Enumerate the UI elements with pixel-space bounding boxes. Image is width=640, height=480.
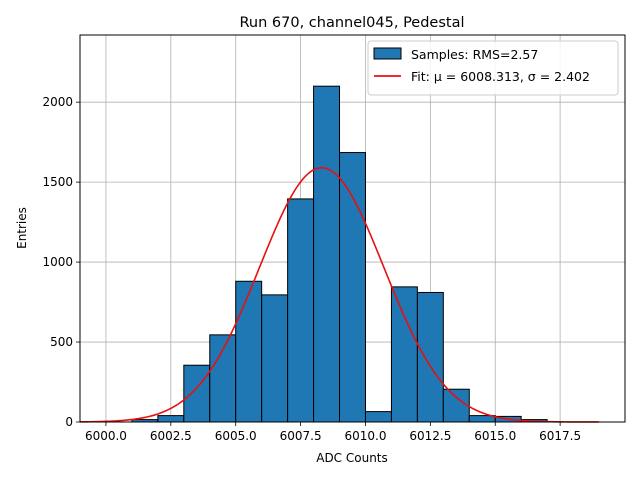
- histogram-bar-6010: [364, 411, 392, 423]
- legend-label-fit: Fit: μ = 6008.313, σ = 2.402: [411, 69, 590, 84]
- histogram-bar-6007: [287, 198, 315, 423]
- legend-box: [367, 40, 619, 96]
- y-tick-label: 500: [50, 335, 73, 349]
- histogram-bar-6003: [183, 364, 211, 423]
- x-tick-label: 6017.5: [539, 429, 581, 443]
- histogram-bar-6013: [442, 388, 470, 423]
- y-axis-label: Entries: [15, 207, 29, 249]
- histogram-bar-6002: [157, 415, 185, 423]
- y-tick-label: 0: [65, 415, 73, 429]
- legend-swatch-samples: [373, 47, 402, 60]
- histogram-bar-6014: [468, 415, 496, 423]
- legend: Samples: RMS=2.57 Fit: μ = 6008.313, σ =…: [367, 40, 619, 96]
- x-tick-label: 6007.5: [280, 429, 322, 443]
- chart-title: Run 670, channel045, Pedestal: [239, 15, 464, 31]
- y-tick-label: 1500: [42, 175, 73, 189]
- fit-curve: [79, 166, 600, 423]
- y-tick-label: 2000: [42, 95, 73, 109]
- x-axis-label: ADC Counts: [316, 451, 388, 465]
- legend-label-samples: Samples: RMS=2.57: [411, 47, 538, 62]
- histogram-bar-6009: [339, 152, 366, 423]
- x-tick-label: 6012.5: [409, 429, 451, 443]
- x-tick-label: 6015.0: [474, 429, 516, 443]
- histogram-bar-6008: [313, 85, 341, 423]
- y-axis-ticks: 0 500 1000 1500 2000: [42, 95, 80, 429]
- x-tick-label: 6005.0: [215, 429, 257, 443]
- histogram-bar-6012: [416, 291, 444, 423]
- histogram-bars: [131, 85, 548, 423]
- histogram-bar-6006: [261, 294, 289, 423]
- histogram-bar-6005: [235, 280, 263, 423]
- plot-frame: [79, 34, 626, 423]
- fit-curve-layer: [79, 166, 600, 423]
- x-axis-ticks: 6000.0 6002.5 6005.0 6007.5 6010.0 6012.5 6015…: [85, 422, 581, 443]
- y-tick-label: 1000: [42, 255, 73, 269]
- histogram-bar-6011: [390, 286, 418, 423]
- histogram-bar-6004: [209, 334, 237, 423]
- x-tick-label: 6002.5: [150, 429, 192, 443]
- x-tick-label: 6010.0: [344, 429, 386, 443]
- x-tick-label: 6000.0: [85, 429, 127, 443]
